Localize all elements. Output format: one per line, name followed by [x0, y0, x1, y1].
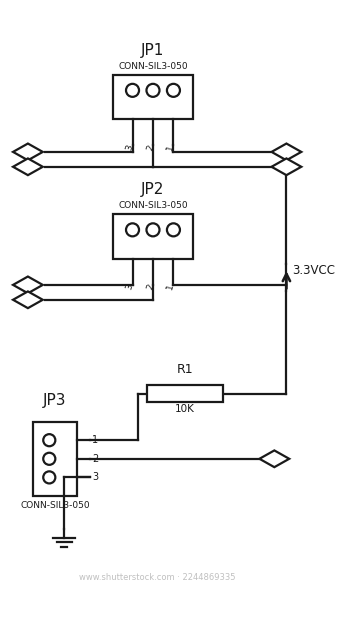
Text: 1: 1 — [92, 435, 98, 445]
Text: 3: 3 — [92, 472, 98, 482]
Bar — [114, 215, 193, 259]
Text: 2: 2 — [145, 144, 155, 151]
Polygon shape — [271, 144, 301, 161]
Text: 1: 1 — [166, 283, 176, 291]
Bar — [114, 75, 193, 120]
Bar — [147, 385, 223, 402]
Text: R1: R1 — [177, 363, 193, 376]
Text: 1: 1 — [166, 144, 176, 151]
Polygon shape — [260, 450, 289, 467]
Text: CONN-SIL3-050: CONN-SIL3-050 — [20, 500, 90, 510]
Text: JP3: JP3 — [43, 392, 67, 407]
Text: CONN-SIL3-050: CONN-SIL3-050 — [118, 202, 188, 211]
Text: 2: 2 — [92, 454, 98, 464]
Text: 3: 3 — [125, 283, 135, 291]
Text: JP2: JP2 — [141, 182, 165, 198]
Polygon shape — [13, 159, 43, 175]
Text: 3: 3 — [125, 144, 135, 151]
Text: 3.3VCC: 3.3VCC — [292, 265, 335, 278]
Text: 10K: 10K — [175, 404, 195, 414]
Polygon shape — [13, 277, 43, 293]
Bar — [32, 422, 77, 496]
Text: CONN-SIL3-050: CONN-SIL3-050 — [118, 62, 188, 71]
Polygon shape — [271, 159, 301, 175]
Polygon shape — [13, 291, 43, 308]
Polygon shape — [13, 144, 43, 161]
Text: www.shutterstock.com · 2244869335: www.shutterstock.com · 2244869335 — [79, 574, 235, 582]
Text: JP1: JP1 — [141, 43, 165, 58]
Text: 2: 2 — [145, 283, 155, 291]
